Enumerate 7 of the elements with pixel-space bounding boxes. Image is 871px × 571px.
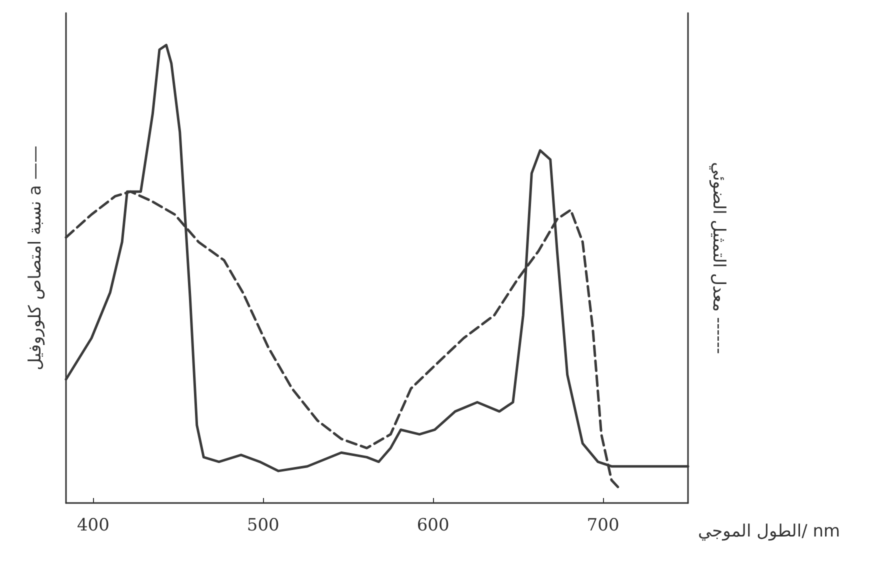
y-axis-title: نسبة امتصاص كلوروفيل a ——	[26, 146, 46, 370]
x-tick-label: 700	[586, 516, 620, 536]
x-tick-label: 500	[246, 516, 280, 536]
x-axis-title: الطول الموجي/ nm	[698, 522, 840, 542]
x-tick-label: 600	[416, 516, 450, 536]
x-tick-label: 400	[76, 516, 110, 536]
y2-axis-title: معدل التمثيل الضوئي ------	[708, 162, 728, 354]
